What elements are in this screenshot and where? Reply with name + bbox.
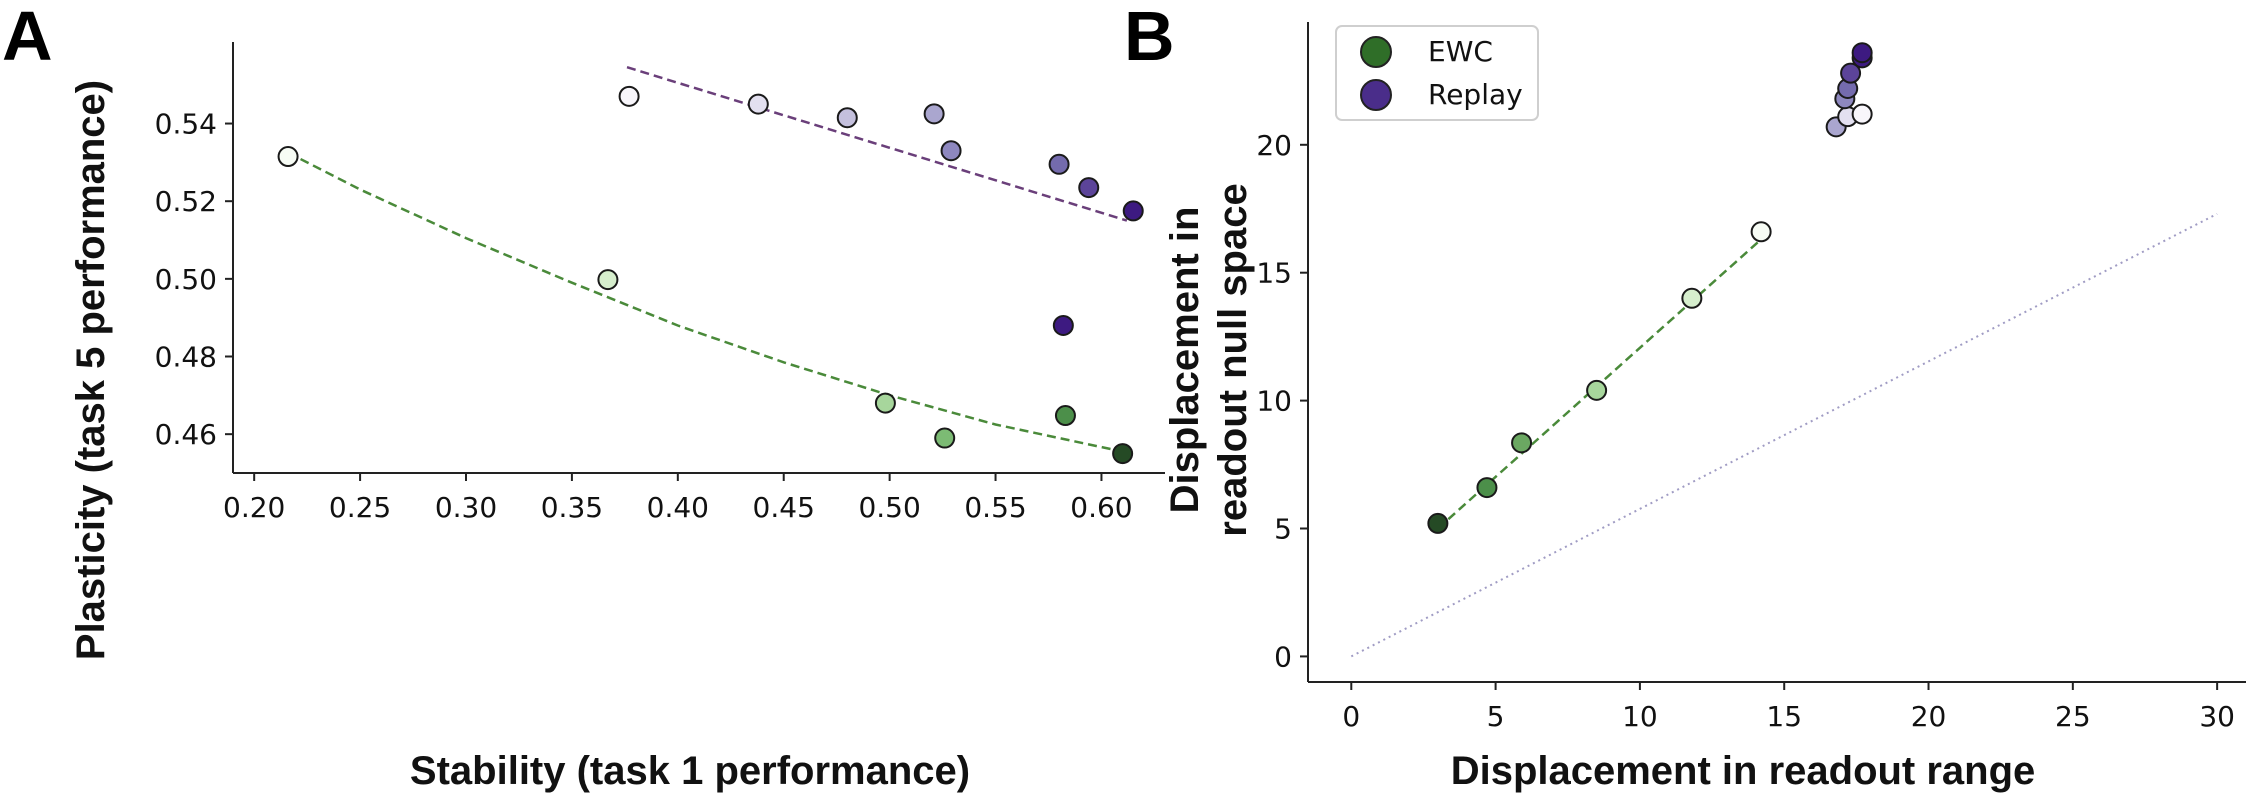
legend: EWC Replay (1335, 25, 1539, 121)
y-tick-label: 0 (1274, 640, 1292, 673)
data-points (277, 85, 1144, 465)
x-tick-label: 15 (1766, 700, 1802, 733)
ewc-point (1750, 221, 1772, 243)
x-tick-label: 25 (2055, 700, 2091, 733)
ewc-point (1681, 287, 1703, 309)
x-axis-label: Stability (task 1 performance) (410, 749, 970, 793)
ewc-point (874, 392, 896, 414)
x-ticks: 0 5 10 15 20 25 30 (1342, 682, 2235, 733)
replay-point (940, 140, 962, 162)
x-tick-label: 30 (2199, 700, 2235, 733)
panel-a: A 0.20 0.25 0.30 0.35 0.40 0.45 0.50 0.55 0.60 0… (2, 0, 1165, 793)
replay-point (1048, 153, 1070, 175)
x-tick-label: 0.55 (964, 491, 1026, 524)
replay-point (923, 103, 945, 125)
y-ticks: 0.46 0.48 0.50 0.52 0.54 (155, 108, 233, 451)
panel-b: B 0 5 10 15 20 25 30 0 5 10 15 20 Displacement in … (1124, 0, 2246, 793)
replay-point (618, 85, 640, 107)
y-tick-label: 0.48 (155, 341, 217, 374)
replay-point (1851, 103, 1873, 125)
ewc-point (1511, 432, 1533, 454)
x-tick-label: 5 (1487, 700, 1505, 733)
fit-lines (287, 66, 1128, 453)
y-tick-label: 10 (1256, 385, 1292, 418)
ewc-point (277, 146, 299, 168)
legend-marker-replay (1360, 79, 1392, 111)
y-tick-label: 20 (1256, 129, 1292, 162)
legend-label-replay: Replay (1428, 78, 1523, 111)
legend-marker-ewc (1360, 36, 1392, 68)
replay-point (1851, 42, 1873, 64)
y-axis-label: Plasticity (task 5 performance) (69, 80, 113, 660)
y-tick-label: 15 (1256, 257, 1292, 290)
ewc-point (1586, 379, 1608, 401)
replay-fit-line (626, 66, 1128, 222)
y-tick-label: 0.46 (155, 418, 217, 451)
fit-lines (1350, 213, 2218, 658)
y-tick-label: 5 (1274, 513, 1292, 546)
y-tick-label: 0.54 (155, 108, 217, 141)
replay-point (836, 107, 858, 129)
x-tick-label: 0.30 (435, 491, 497, 524)
y-ticks: 0 5 10 15 20 (1256, 129, 1308, 673)
x-tick-label: 0.25 (329, 491, 391, 524)
identity-fit-line (1350, 213, 2218, 658)
x-tick-label: 0.50 (858, 491, 920, 524)
data-points (1427, 42, 1873, 534)
x-tick-label: 0.20 (223, 491, 285, 524)
ewc-point (1112, 443, 1134, 465)
ewc-point (1476, 477, 1498, 499)
y-axis-label-line2: readout null space (1211, 183, 1255, 536)
ewc-point (1054, 405, 1076, 427)
panel-letter-b: B (1124, 0, 1175, 75)
replay-point (1122, 200, 1144, 222)
x-tick-label: 0.60 (1070, 491, 1132, 524)
x-tick-label: 0.40 (647, 491, 709, 524)
panel-letter-a: A (2, 0, 53, 75)
legend-label-ewc: EWC (1428, 35, 1493, 68)
ewc-point (1427, 512, 1449, 534)
ewc-point (934, 427, 956, 449)
ewc-point (597, 269, 619, 291)
y-axis-label-line1: Displacement in (1163, 207, 1207, 514)
y-tick-label: 0.52 (155, 185, 217, 218)
replay-point (1840, 62, 1862, 84)
x-tick-label: 0.45 (753, 491, 815, 524)
x-axis-label: Displacement in readout range (1451, 749, 2036, 793)
replay-point (1052, 314, 1074, 336)
x-tick-label: 20 (1911, 700, 1947, 733)
y-tick-label: 0.50 (155, 263, 217, 296)
x-tick-label: 0.35 (541, 491, 603, 524)
ewc-fit-line (287, 151, 1123, 453)
x-ticks: 0.20 0.25 0.30 0.35 0.40 0.45 0.50 0.55 0.60 (223, 473, 1133, 524)
x-tick-label: 0 (1342, 700, 1360, 733)
replay-point (1078, 177, 1100, 199)
x-tick-label: 10 (1622, 700, 1658, 733)
replay-point (747, 93, 769, 115)
